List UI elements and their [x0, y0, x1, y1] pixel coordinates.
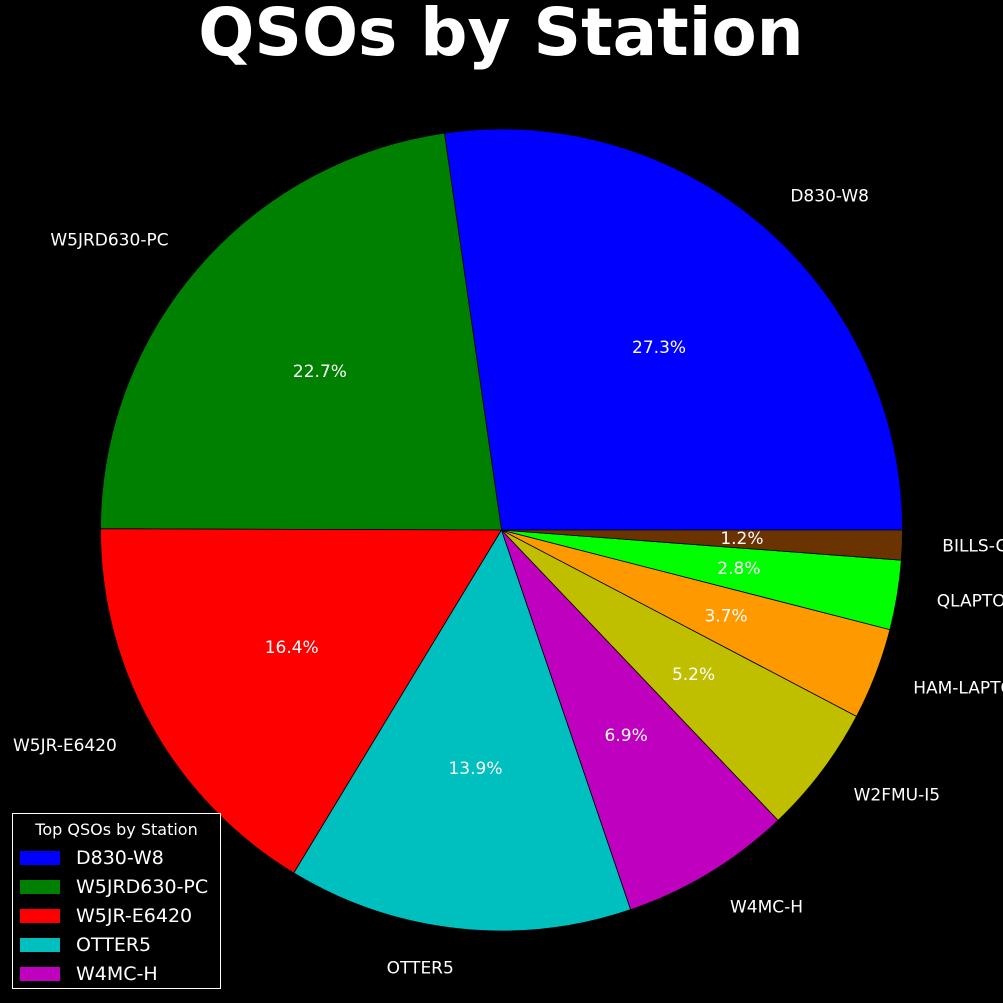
category-label: HAM-LAPTOP [913, 678, 1003, 698]
legend-label: OTTER5 [76, 934, 152, 956]
percentage-label: 1.2% [720, 529, 763, 549]
category-label: W4MC-H [730, 897, 803, 917]
legend-item: W5JRD630-PC [20, 876, 208, 898]
pie-slice-bills-g [501, 529, 903, 561]
category-labels: D830-W8 W5JRD630-PC W5JR-E6420 OTTER5 W4MC-H… [13, 187, 1003, 979]
percentage-label: 27.3% [632, 338, 686, 358]
pie-slices [100, 128, 903, 932]
percentage-label: 3.7% [704, 606, 747, 626]
pie-slice-w4mc-h [501, 529, 779, 911]
legend-label: W4MC-H [76, 963, 158, 985]
pie-slice-w5jr-e6420 [100, 528, 503, 874]
category-label: QLAPTOP [937, 592, 1003, 612]
percentage-label: 2.8% [717, 559, 760, 579]
legend-swatch [20, 880, 60, 894]
legend: Top QSOs by Station D830-W8 W5JRD630-PC W5… [12, 813, 221, 989]
legend-swatch [20, 967, 60, 981]
category-label: W2FMU-I5 [854, 786, 940, 806]
legend-title: Top QSOs by Station [35, 820, 198, 839]
category-label: W5JR-E6420 [13, 736, 117, 756]
chart-title: QSOs by Station [198, 0, 803, 71]
legend-label: W5JRD630-PC [76, 876, 209, 898]
category-label: W5JRD630-PC [50, 231, 168, 251]
legend-item: D830-W8 [20, 847, 164, 869]
pie-slice-d830-w8 [443, 128, 903, 531]
legend-item: OTTER5 [20, 934, 151, 956]
legend-swatch [20, 851, 60, 865]
legend-label: D830-W8 [76, 847, 164, 869]
category-label: BILLS-G [942, 537, 1003, 557]
percentage-label: 16.4% [265, 638, 319, 658]
pie-slice-w5jrd630-pc [100, 132, 502, 531]
percentage-label: 13.9% [448, 759, 502, 779]
legend-swatch [20, 909, 60, 923]
legend-item: W5JR-E6420 [20, 905, 192, 927]
legend-label: W5JR-E6420 [76, 905, 193, 927]
percentage-label: 6.9% [605, 726, 648, 746]
percentage-label: 5.2% [672, 665, 715, 685]
percentage-labels: 27.3% 22.7% 16.4% 13.9% 6.9% 5.2% 3.7% 2.8% 1.2% [265, 338, 764, 779]
category-label: OTTER5 [387, 959, 454, 979]
percentage-label: 22.7% [293, 362, 347, 382]
legend-item: W4MC-H [20, 963, 158, 985]
pie-slice-otter5 [293, 529, 632, 932]
category-label: D830-W8 [790, 187, 869, 207]
legend-swatch [20, 938, 60, 952]
